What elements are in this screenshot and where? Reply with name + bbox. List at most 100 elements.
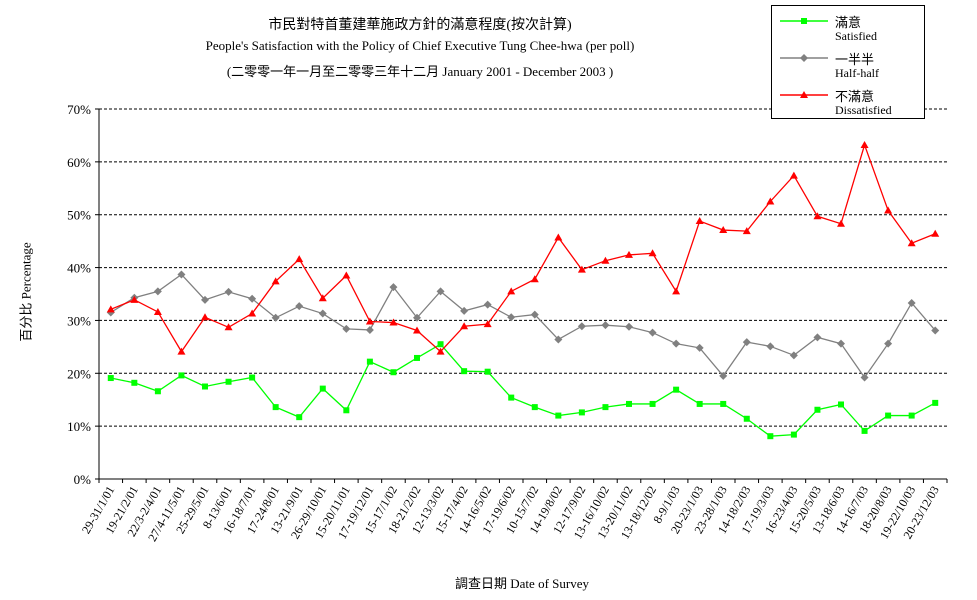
data-point-dissatisfied [248,309,257,317]
data-point-halfhalf [789,351,798,360]
data-point-satisfied [720,400,727,407]
data-point-dissatisfied [742,227,751,235]
data-point-satisfied [578,409,585,416]
data-point-dissatisfied [837,219,845,227]
data-point-satisfied [437,341,444,348]
data-point-satisfied [908,412,915,419]
data-point-halfhalf [742,338,751,347]
data-point-satisfied [461,368,468,375]
chart-title-period: (二零零一年一月至二零零三年十二月 January 2001 - Decembe… [226,64,614,79]
data-point-satisfied [249,374,256,381]
data-point-halfhalf [248,294,257,303]
legend-label-halfhalf-en: Half-half [835,66,879,80]
data-point-dissatisfied [389,318,398,326]
data-point-halfhalf [389,283,398,292]
legend-item-halfhalf: 一半半 Half-half [772,47,924,83]
data-point-halfhalf [436,287,445,296]
y-tick-label: 50% [67,208,91,223]
data-point-halfhalf [719,371,728,380]
data-point-dissatisfied [907,239,916,247]
y-tick-label: 40% [67,261,91,276]
data-point-dissatisfied [153,307,162,315]
chart-title-english: People's Satisfaction with the Policy of… [205,38,635,53]
data-point-satisfied [107,375,114,382]
data-point-halfhalf [766,342,775,351]
legend-item-dissatisfied: 不滿意 Dissatisfied [772,84,924,120]
data-point-halfhalf [201,295,209,304]
data-point-satisfied [154,388,161,395]
data-point-halfhalf [530,310,539,319]
data-point-satisfied [626,400,632,407]
data-point-dissatisfied [789,171,798,179]
data-point-satisfied [414,354,420,361]
data-point-satisfied [531,404,538,411]
data-point-satisfied [814,406,821,413]
data-point-dissatisfied [342,271,351,279]
data-point-dissatisfied [224,323,233,331]
data-point-dissatisfied [295,255,304,263]
data-point-dissatisfied [436,347,445,355]
data-point-halfhalf [342,324,351,333]
data-point-halfhalf [577,322,586,331]
data-point-halfhalf [884,339,893,348]
data-point-dissatisfied [460,322,469,330]
data-point-satisfied [390,369,397,376]
data-point-dissatisfied [271,277,280,285]
data-point-dissatisfied [648,249,657,257]
data-point-dissatisfied [625,250,633,258]
series-markers [106,140,940,440]
data-point-halfhalf [318,309,327,318]
y-tick-label: 70% [67,102,91,117]
data-point-satisfied [602,404,609,411]
y-tick-labels: 0% 10% 20% 30% 40% 50% 60% 70% [67,102,91,487]
legend-item-satisfied: 滿意 Satisfied [772,10,924,46]
axes [95,108,948,483]
data-point-halfhalf [224,287,233,296]
data-point-halfhalf [365,325,374,334]
data-point-halfhalf [271,313,280,322]
data-point-dissatisfied [413,326,421,334]
series-lines [110,142,936,437]
data-point-satisfied [131,379,138,386]
series-line-dissatisfied [110,142,936,353]
data-point-halfhalf [837,339,845,348]
data-point-dissatisfied [719,226,728,234]
data-point-satisfied [861,427,868,434]
data-point-satisfied [508,394,515,401]
y-tick-label: 20% [67,366,91,381]
data-point-dissatisfied [106,305,115,313]
data-point-halfhalf [483,300,492,309]
data-point-satisfied [296,414,303,421]
data-point-dissatisfied [318,294,327,302]
data-point-dissatisfied [766,197,775,205]
data-point-satisfied [272,404,279,411]
data-point-satisfied [178,372,185,379]
data-point-satisfied [838,401,844,408]
data-point-halfhalf [672,339,681,348]
data-point-satisfied [366,358,373,365]
data-point-halfhalf [460,306,469,315]
data-point-halfhalf [601,321,610,330]
data-point-halfhalf [625,322,633,331]
data-point-halfhalf [413,313,421,322]
legend-label-satisfied-cn: 滿意 [835,15,862,30]
y-tick-label: 60% [67,155,91,170]
legend-label-dissatisfied-cn: 不滿意 [835,89,875,104]
data-point-dissatisfied [601,256,610,264]
data-point-dissatisfied [365,317,374,325]
data-point-dissatisfied [507,287,516,295]
data-point-halfhalf [695,343,704,352]
data-point-halfhalf [507,313,516,322]
data-point-dissatisfied [577,265,586,273]
data-point-dissatisfied [130,295,139,303]
data-point-dissatisfied [554,233,563,241]
data-point-satisfied [202,383,208,390]
data-point-satisfied [555,412,562,419]
data-point-satisfied [696,400,703,407]
legend-label-dissatisfied-en: Dissatisfied [835,103,892,117]
data-point-satisfied [225,378,232,385]
data-point-satisfied [319,385,326,392]
chart-title-chinese: 市民對特首董建華施政方針的滿意程度(按次計算) [268,18,572,33]
data-point-halfhalf [860,373,869,382]
